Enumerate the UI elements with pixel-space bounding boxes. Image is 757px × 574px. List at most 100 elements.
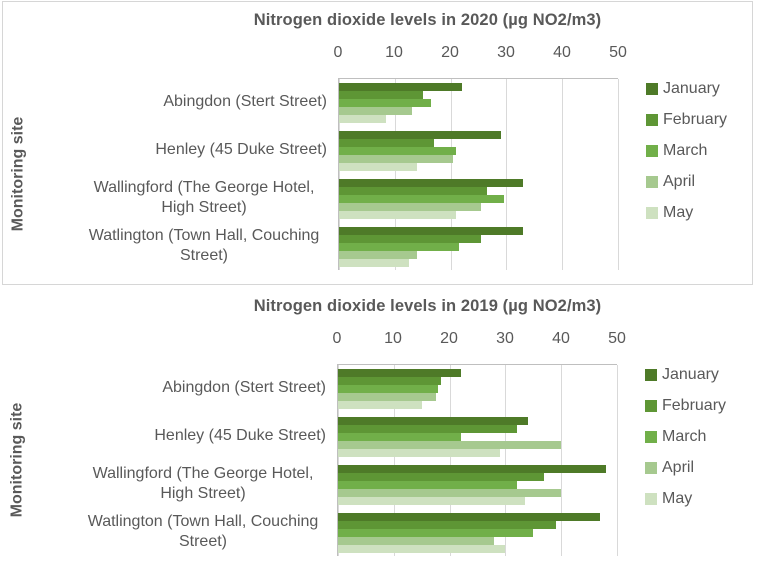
x-axis-tick: 50 — [608, 330, 626, 347]
legend-swatch — [646, 175, 658, 188]
bar-march — [339, 147, 457, 155]
bar-february — [338, 473, 545, 481]
bar-group — [339, 79, 618, 127]
legend-swatch — [646, 144, 658, 157]
x-axis-tick: 0 — [332, 330, 342, 347]
gridline — [505, 365, 507, 556]
bar-january — [339, 179, 524, 187]
gridline — [449, 365, 451, 556]
bar-april — [339, 203, 482, 211]
gridline — [506, 79, 508, 270]
bar-february — [338, 377, 442, 385]
gridline — [450, 79, 452, 270]
category-label: Wallingford (The George Hotel, High Stre… — [92, 465, 314, 502]
bar-january — [338, 513, 601, 521]
bar-may — [338, 449, 500, 457]
bar-group — [338, 413, 617, 461]
legend-item: March — [646, 135, 727, 166]
bar-april — [339, 155, 454, 163]
legend-label: March — [663, 141, 708, 159]
x-axis-tick: 40 — [552, 330, 570, 347]
bar-february — [338, 521, 556, 529]
bar-february — [339, 139, 434, 147]
chart-panel-2019: Nitrogen dioxide levels in 2019 (µg NO2/… — [2, 288, 753, 572]
legend-swatch — [646, 82, 658, 95]
bar-march — [339, 195, 504, 203]
legend-item: February — [645, 390, 726, 421]
category-label-slot: Abingdon (Stert Street) — [14, 364, 332, 412]
category-label-slot: Henley (45 Duke Street) — [14, 412, 332, 460]
bar-group — [339, 223, 618, 271]
legend-item: April — [646, 166, 727, 197]
legend-label: April — [662, 458, 695, 476]
category-label-slot: Watlington (Town Hall, Couching Street) — [14, 508, 332, 556]
bar-march — [338, 433, 461, 441]
bar-february — [338, 425, 517, 433]
category-label-slot: Watlington (Town Hall, Couching Street) — [15, 222, 333, 270]
x-axis-tick: 10 — [384, 330, 402, 347]
legend: January February March April May — [645, 359, 726, 514]
bar-january — [338, 369, 461, 377]
bar-april — [339, 251, 418, 259]
legend-label: March — [662, 427, 707, 445]
category-label-slot: Wallingford (The George Hotel, High Stre… — [14, 460, 332, 508]
chart-title: Nitrogen dioxide levels in 2019 (µg NO2/… — [253, 297, 602, 315]
category-label: Watlington (Town Hall, Couching Street) — [88, 227, 320, 264]
x-axis-tick: 20 — [441, 44, 459, 61]
legend: January February March April May — [646, 73, 727, 228]
category-label: Wallingford (The George Hotel, High Stre… — [93, 179, 315, 216]
bar-january — [339, 83, 462, 91]
gridline — [617, 365, 618, 556]
bar-january — [339, 131, 501, 139]
gridline — [561, 365, 563, 556]
gridline — [562, 79, 564, 270]
x-axis-tick: 30 — [497, 44, 515, 61]
bar-march — [339, 243, 459, 251]
legend-label: January — [662, 365, 719, 383]
bar-group — [338, 509, 617, 557]
category-label-slot: Wallingford (The George Hotel, High Stre… — [15, 174, 333, 222]
x-axis-tick: 50 — [609, 44, 627, 61]
gridline — [394, 79, 396, 270]
legend-label: February — [662, 396, 727, 414]
x-axis-tick: 30 — [496, 330, 514, 347]
legend-swatch — [645, 461, 657, 474]
bar-april — [338, 441, 562, 449]
gridline — [339, 79, 340, 270]
category-label: Abingdon (Stert Street) — [162, 379, 326, 396]
legend-item: January — [645, 359, 726, 390]
bar-group — [338, 461, 617, 509]
bar-may — [339, 115, 387, 123]
bar-may — [339, 259, 409, 267]
bar-april — [338, 393, 436, 401]
legend-swatch — [646, 206, 658, 219]
legend-swatch — [645, 492, 657, 505]
legend-item: February — [646, 104, 727, 135]
legend-swatch — [646, 113, 658, 126]
x-axis: 0 10 20 30 40 50 — [333, 330, 626, 352]
x-axis-tick: 20 — [440, 330, 458, 347]
category-label: Henley (45 Duke Street) — [154, 427, 326, 444]
bar-february — [339, 187, 487, 195]
bar-march — [338, 385, 439, 393]
legend-swatch — [645, 399, 657, 412]
bar-march — [338, 529, 534, 537]
category-label: Watlington (Town Hall, Couching Street) — [87, 513, 319, 550]
legend-item: April — [645, 452, 726, 483]
bar-group — [339, 127, 618, 175]
x-axis-tick: 40 — [553, 44, 571, 61]
bar-april — [339, 107, 412, 115]
plot-area — [337, 364, 618, 557]
bar-april — [338, 537, 495, 545]
legend-swatch — [645, 430, 657, 443]
x-axis-tick: 0 — [333, 44, 343, 61]
legend-label: April — [663, 172, 696, 190]
bar-january — [338, 465, 606, 473]
category-axis: Abingdon (Stert Street) Henley (45 Duke S… — [14, 364, 332, 556]
plot-area — [338, 78, 619, 271]
x-axis-tick: 10 — [385, 44, 403, 61]
x-axis: 0 10 20 30 40 50 — [334, 44, 627, 66]
legend-label: January — [663, 79, 720, 97]
legend-label: February — [663, 110, 728, 128]
chart-title: Nitrogen dioxide levels in 2020 (µg NO2/… — [253, 11, 602, 29]
